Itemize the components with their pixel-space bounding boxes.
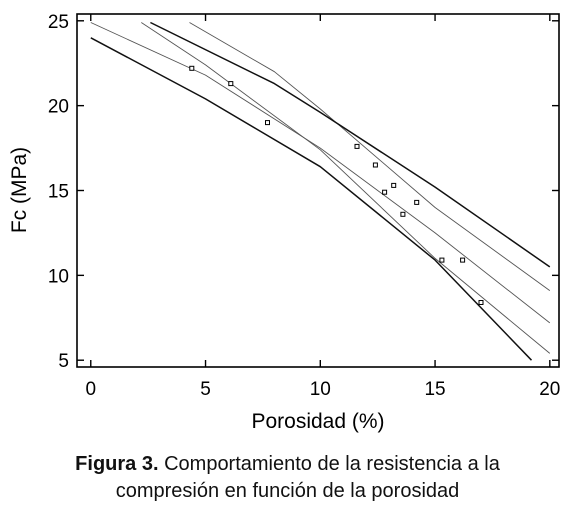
data-point (228, 81, 234, 87)
fit-line (90, 22, 551, 324)
confidence-lower-line (141, 22, 551, 354)
x-tick-label: 10 (310, 379, 331, 400)
prediction-lower-line (90, 37, 533, 361)
data-point (391, 182, 397, 188)
data-point (439, 257, 445, 263)
confidence-upper-line (189, 22, 551, 291)
lines-layer (90, 21, 551, 361)
y-axis-label: Fc (MPa) (8, 147, 31, 233)
figure-caption-line-1: Figura 3. Comportamiento de la resistenc… (0, 451, 575, 478)
y-tick-label: 10 (48, 266, 69, 287)
y-tick-label: 5 (58, 351, 69, 372)
data-point (354, 143, 360, 149)
data-point (382, 189, 388, 195)
data-point (372, 162, 378, 168)
y-tick-label: 25 (48, 12, 69, 33)
data-point (460, 257, 466, 263)
data-point (189, 65, 195, 71)
x-tick-label: 20 (539, 379, 560, 400)
data-point (400, 211, 406, 217)
y-tick-label: 20 (48, 97, 69, 118)
x-tick-label: 5 (200, 379, 211, 400)
figure-caption-text-1: Comportamiento de la resistencia a la (158, 453, 500, 475)
figure-caption-label: Figura 3. (75, 453, 159, 475)
prediction-upper-line (150, 21, 551, 268)
x-axis-label: Porosidad (%) (251, 410, 384, 433)
x-tick-label: 15 (424, 379, 445, 400)
x-tick-label: 0 (85, 379, 96, 400)
data-point (265, 120, 270, 126)
y-tick-label: 15 (48, 182, 69, 203)
data-point (478, 300, 484, 305)
points-layer (189, 65, 484, 305)
data-point (414, 199, 420, 205)
figure-caption-line-2: compresión en función de la porosidad (115, 480, 460, 502)
